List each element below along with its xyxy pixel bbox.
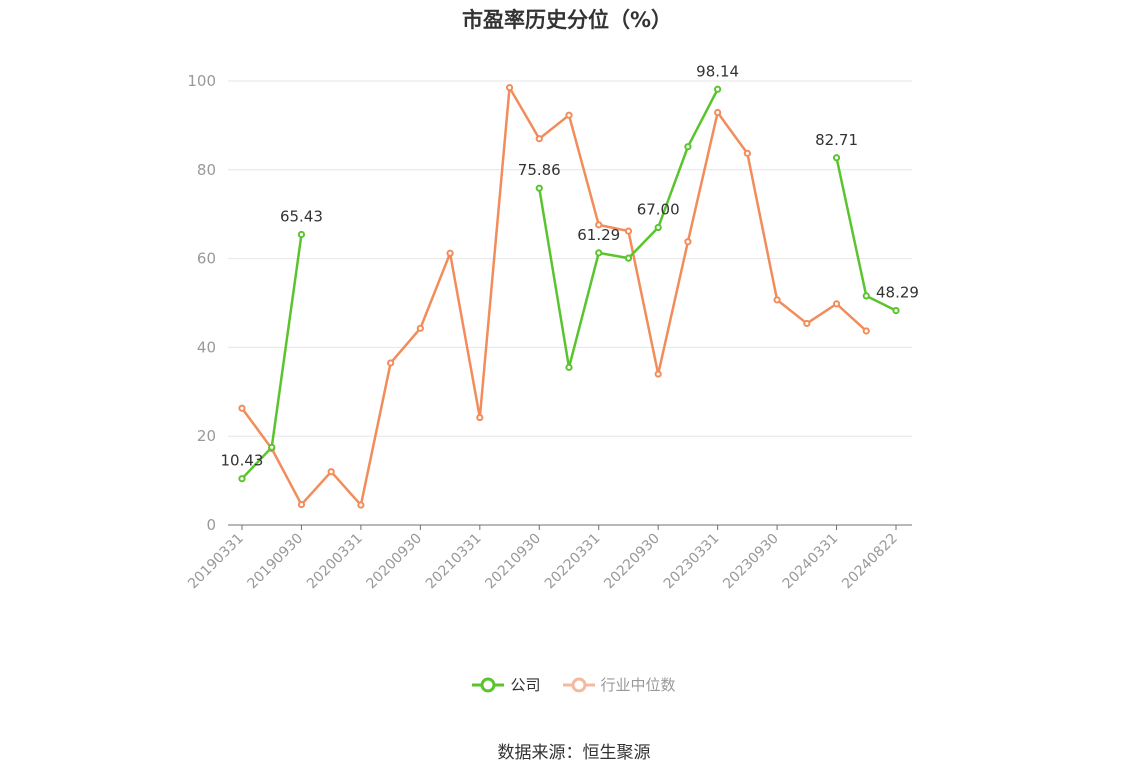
industry-data-point bbox=[743, 149, 751, 157]
x-tick-label: 20240331 bbox=[780, 531, 842, 593]
company-data-point bbox=[862, 292, 870, 300]
industry-data-point bbox=[327, 468, 335, 476]
x-tick-label: 20190331 bbox=[185, 531, 247, 593]
company-data-point bbox=[624, 254, 633, 262]
industry-data-point bbox=[565, 111, 573, 119]
company-data-point bbox=[238, 475, 246, 483]
series-lines bbox=[238, 84, 900, 509]
y-tick-label: 20 bbox=[197, 427, 216, 445]
company-data-point bbox=[892, 306, 900, 315]
industry-data-point bbox=[654, 370, 662, 378]
industry-data-point bbox=[297, 500, 306, 509]
axes: 0 20 40 60 80 100 2019033120190930202003312020… bbox=[185, 72, 912, 592]
x-tick-label: 20210331 bbox=[423, 531, 485, 593]
x-tick-label: 20200331 bbox=[304, 531, 366, 593]
chart-legend: 公司 行业中位数 bbox=[0, 674, 1148, 695]
data-labels: 10.43 65.43 75.86 61.29 67.00 98.14 82.71 48.29 bbox=[221, 62, 919, 469]
legend-item-industry[interactable]: 行业中位数 bbox=[562, 674, 676, 695]
company-data-point bbox=[654, 223, 662, 232]
company-data-point bbox=[684, 143, 692, 151]
company-data-label: 10.43 bbox=[221, 452, 264, 470]
company-data-label: 48.29 bbox=[876, 284, 919, 302]
x-tick-label: 20210930 bbox=[482, 531, 544, 593]
x-tick-label: 20230331 bbox=[661, 531, 723, 593]
company-data-point bbox=[595, 249, 603, 257]
company-data-label: 82.71 bbox=[815, 131, 858, 149]
data-source: 数据来源：恒生聚源 bbox=[497, 743, 651, 763]
industry-data-point bbox=[803, 319, 811, 328]
company-data-label: 61.29 bbox=[577, 226, 620, 244]
x-tick-label: 20190930 bbox=[245, 531, 307, 593]
industry-data-point bbox=[624, 227, 633, 235]
industry-data-point bbox=[505, 84, 514, 92]
legend-industry-marker-icon bbox=[562, 677, 595, 692]
industry-data-point bbox=[773, 296, 781, 304]
y-tick-label: 100 bbox=[187, 72, 216, 90]
industry-data-point bbox=[832, 300, 841, 308]
industry-data-point bbox=[357, 501, 365, 509]
x-tick-label: 20200930 bbox=[363, 531, 425, 593]
industry-data-point bbox=[387, 359, 395, 367]
x-tick-label: 20220930 bbox=[601, 531, 663, 593]
industry-line-segment bbox=[240, 86, 868, 507]
company-data-label: 67.00 bbox=[637, 201, 680, 219]
line-chart: 0 20 40 60 80 100 2019033120190930202003312020… bbox=[185, 62, 919, 592]
legend-label-company: 公司 bbox=[510, 676, 541, 694]
series-company bbox=[238, 85, 900, 483]
industry-data-point bbox=[446, 249, 454, 257]
series-industry bbox=[238, 84, 870, 509]
company-data-point bbox=[832, 154, 841, 162]
company-data-label: 98.14 bbox=[696, 62, 739, 80]
x-tick-label: 20230930 bbox=[720, 531, 782, 593]
chart-title: 市盈率历史分位（%） bbox=[461, 8, 673, 32]
company-data-point bbox=[565, 363, 573, 371]
industry-data-point bbox=[535, 135, 543, 143]
company-data-label: 75.86 bbox=[518, 161, 561, 179]
legend-company-marker-icon bbox=[472, 677, 505, 692]
company-data-label: 65.43 bbox=[280, 207, 323, 225]
y-tick-label: 80 bbox=[197, 161, 216, 179]
industry-data-point bbox=[238, 404, 246, 412]
x-tick-label: 20240822 bbox=[839, 531, 901, 593]
x-tick-label: 20220331 bbox=[542, 531, 604, 593]
company-data-point bbox=[297, 230, 306, 239]
legend-item-company[interactable]: 公司 bbox=[472, 674, 541, 695]
industry-data-point bbox=[714, 108, 722, 117]
y-tick-label: 60 bbox=[197, 250, 216, 268]
company-data-point bbox=[535, 184, 543, 192]
industry-data-point bbox=[476, 413, 484, 422]
industry-data-point bbox=[684, 238, 692, 246]
y-tick-label: 0 bbox=[206, 516, 216, 534]
company-line-segment bbox=[241, 234, 303, 480]
company-data-point bbox=[714, 85, 722, 93]
industry-data-point bbox=[595, 221, 603, 229]
industry-data-point bbox=[862, 327, 870, 335]
industry-data-point bbox=[416, 324, 424, 332]
y-tick-label: 40 bbox=[197, 338, 216, 356]
grid-lines bbox=[228, 80, 912, 437]
legend-label-industry: 行业中位数 bbox=[600, 676, 676, 694]
company-data-point bbox=[268, 443, 276, 451]
